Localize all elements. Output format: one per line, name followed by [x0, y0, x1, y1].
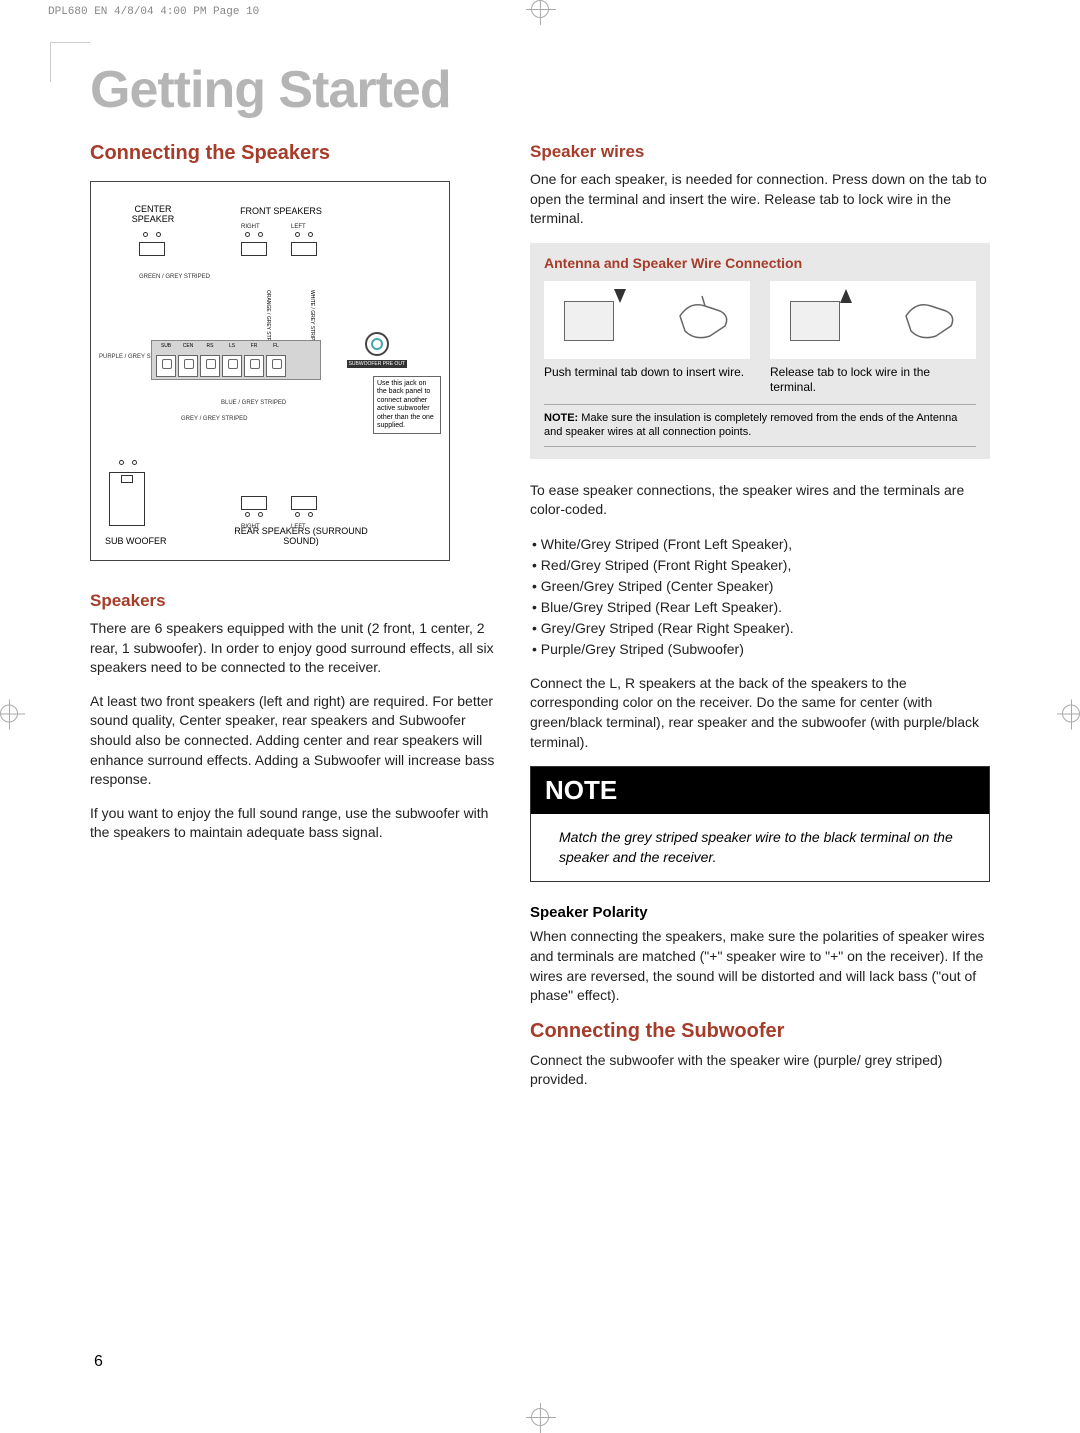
color-grey: Grey/Grey Striped (Rear Right Speaker). — [532, 618, 990, 639]
color-red: Red/Grey Striped (Front Right Speaker), — [532, 555, 990, 576]
fig1-caption: Push terminal tab down to insert wire. — [544, 365, 750, 381]
terminals-row — [156, 355, 286, 377]
front-right-label: RIGHT — [241, 224, 260, 230]
speakers-p1: There are 6 speakers equipped with the u… — [90, 619, 500, 678]
front-left-terminals — [291, 232, 317, 240]
term-ls: LS — [222, 343, 242, 349]
term-cen: CEN — [178, 343, 198, 349]
diagram-side-note: Use this jack on the back panel to conne… — [373, 376, 441, 434]
center-speaker-icon — [139, 242, 165, 256]
front-right-terminals — [241, 232, 267, 240]
crop-mark-bottom — [531, 1408, 549, 1431]
note-block-body: Match the grey striped speaker wire to t… — [531, 814, 989, 881]
main-heading: Getting Started — [90, 60, 990, 120]
column-right: Speaker wires One for each speaker, is n… — [530, 142, 990, 1104]
note-text: Make sure the insulation is completely r… — [544, 412, 957, 438]
gray-box-title: Antenna and Speaker Wire Connection — [544, 255, 976, 271]
section-connecting-speakers: Connecting the Speakers — [90, 142, 500, 165]
terminal-labels-row: SUB CEN RS LS FR FL — [156, 343, 286, 349]
print-header: DPL680 EN 4/8/04 4:00 PM Page 10 — [48, 6, 259, 18]
speakers-heading: Speakers — [90, 591, 500, 611]
center-terminals — [139, 232, 165, 240]
wire-green-label: GREEN / GREY STRIPED — [139, 274, 210, 280]
subwoofer-heading: Connecting the Subwoofer — [530, 1020, 990, 1043]
term-fl: FL — [266, 343, 286, 349]
speakers-p2: At least two front speakers (left and ri… — [90, 692, 500, 790]
diagram-rear-label: REAR SPEAKERS (SURROUND SOUND) — [231, 526, 371, 546]
connect-paragraph: Connect the L, R speakers at the back of… — [530, 674, 990, 752]
polarity-paragraph: When connecting the speakers, make sure … — [530, 927, 990, 1005]
column-left: Connecting the Speakers CENTER SPEAKER F… — [90, 142, 500, 1104]
fig-release-tab: Release tab to lock wire in the terminal… — [770, 281, 976, 396]
crop-mark-right — [1062, 704, 1080, 727]
diagram-front-label: FRONT SPEAKERS — [231, 206, 331, 216]
term-rs: RS — [200, 343, 220, 349]
wires-p1: One for each speaker, is needed for conn… — [530, 170, 990, 229]
page-number: 6 — [94, 1353, 103, 1371]
note-label: NOTE: — [544, 412, 578, 424]
wire-color-list: White/Grey Striped (Front Left Speaker),… — [530, 534, 990, 660]
arrow-up-icon — [840, 289, 852, 303]
polarity-heading: Speaker Polarity — [530, 904, 990, 921]
speakers-p3: If you want to enjoy the full sound rang… — [90, 804, 500, 843]
crop-mark-left — [0, 704, 18, 727]
diagram-center-label: CENTER SPEAKER — [123, 204, 183, 224]
subwoofer-icon — [109, 472, 145, 526]
subwoofer-terminals — [115, 460, 141, 468]
rear-right-speaker-icon — [241, 496, 267, 510]
term-sub: SUB — [156, 343, 176, 349]
subwoofer-preout-label: SUBWOOFER PRE OUT — [347, 360, 407, 368]
terminal-illustration-1 — [564, 301, 614, 341]
color-green: Green/Grey Striped (Center Speaker) — [532, 576, 990, 597]
arrow-down-icon — [614, 289, 626, 303]
fig2-caption: Release tab to lock wire in the terminal… — [770, 365, 976, 396]
receiver-back-panel: SUB CEN RS LS FR FL — [151, 340, 321, 380]
front-left-speaker-icon — [291, 242, 317, 256]
speaker-diagram: CENTER SPEAKER FRONT SPEAKERS RIGHT LEFT… — [90, 181, 450, 561]
fig-push-tab: Push terminal tab down to insert wire. — [544, 281, 750, 396]
wire-white-label: WHITE / GREY STRIPED — [309, 290, 315, 347]
note-block-header: NOTE — [531, 767, 989, 814]
color-intro: To ease speaker connections, the speaker… — [530, 481, 990, 520]
diagram-sub-label: SUB WOOFER — [105, 536, 167, 546]
crop-mark-top — [531, 0, 549, 23]
insulation-note: NOTE: Make sure the insulation is comple… — [544, 404, 976, 447]
color-blue: Blue/Grey Striped (Rear Left Speaker). — [532, 597, 990, 618]
term-fr: FR — [244, 343, 264, 349]
subwoofer-preout-jack — [365, 332, 389, 356]
rear-left-speaker-icon — [291, 496, 317, 510]
rear-left-terminals — [291, 512, 317, 520]
rear-right-terminals — [241, 512, 267, 520]
speaker-wires-heading: Speaker wires — [530, 142, 990, 162]
wire-blue-label: BLUE / GREY STRIPED — [221, 400, 286, 406]
hand-icon-1 — [670, 291, 740, 346]
connection-gray-box: Antenna and Speaker Wire Connection Push… — [530, 243, 990, 459]
color-white: White/Grey Striped (Front Left Speaker), — [532, 534, 990, 555]
color-purple: Purple/Grey Striped (Subwoofer) — [532, 639, 990, 660]
wire-grey-label: GREY / GREY STRIPED — [181, 416, 247, 422]
note-block: NOTE Match the grey striped speaker wire… — [530, 766, 990, 882]
front-left-label: LEFT — [291, 224, 306, 230]
hand-icon-2 — [896, 291, 966, 346]
terminal-illustration-2 — [790, 301, 840, 341]
corner-mark — [50, 42, 90, 82]
subwoofer-paragraph: Connect the subwoofer with the speaker w… — [530, 1051, 990, 1090]
front-right-speaker-icon — [241, 242, 267, 256]
